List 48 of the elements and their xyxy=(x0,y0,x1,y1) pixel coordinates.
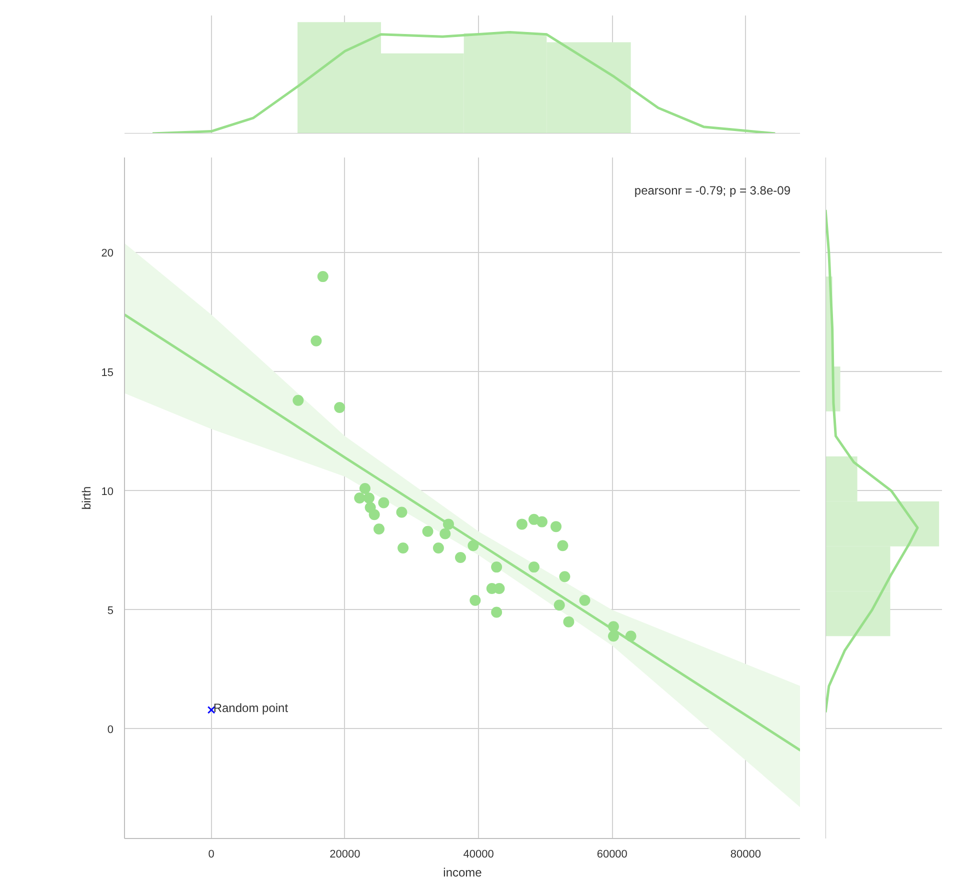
point xyxy=(608,621,619,632)
x-tick-label: 0 xyxy=(208,848,214,860)
point xyxy=(442,518,454,530)
point xyxy=(422,526,434,537)
point xyxy=(579,594,590,606)
point xyxy=(491,562,502,573)
line-series xyxy=(124,313,800,752)
y-tick-label: 5 xyxy=(107,604,114,617)
point xyxy=(468,540,479,552)
point xyxy=(625,630,636,642)
point xyxy=(516,518,528,530)
point xyxy=(432,542,444,554)
x-tick-label: 80000 xyxy=(730,848,762,860)
point xyxy=(559,571,570,582)
point xyxy=(374,523,384,534)
point xyxy=(550,521,562,532)
annotation: pearsonr = -0.79; p = 3.8e-09 xyxy=(634,184,791,198)
point xyxy=(292,394,304,406)
point xyxy=(491,606,502,618)
point xyxy=(398,542,409,554)
x-tick-label: 20000 xyxy=(330,848,360,860)
point xyxy=(608,630,619,642)
point xyxy=(363,492,374,504)
point xyxy=(354,492,366,504)
point xyxy=(334,402,346,414)
series-label: Random point xyxy=(213,700,289,715)
point xyxy=(368,509,380,520)
point xyxy=(554,600,565,611)
point xyxy=(563,616,574,628)
x-axis-title: income xyxy=(443,866,482,880)
y-axis-title: birth xyxy=(79,486,94,510)
y-tick-label: 10 xyxy=(101,486,114,498)
y-tick-label: 15 xyxy=(101,366,114,379)
y-tick-label: 0 xyxy=(107,724,114,736)
point xyxy=(528,562,540,573)
point xyxy=(310,335,322,346)
x-tick-label: 40000 xyxy=(463,848,494,860)
point xyxy=(536,516,548,528)
point xyxy=(470,594,481,606)
point xyxy=(454,552,466,564)
point xyxy=(440,528,451,540)
x-tick-label: 60000 xyxy=(596,848,628,860)
point xyxy=(317,271,328,282)
point xyxy=(396,506,408,518)
point xyxy=(378,497,390,508)
y-tick-label: 20 xyxy=(101,248,114,260)
point xyxy=(359,482,370,494)
point xyxy=(557,540,568,552)
